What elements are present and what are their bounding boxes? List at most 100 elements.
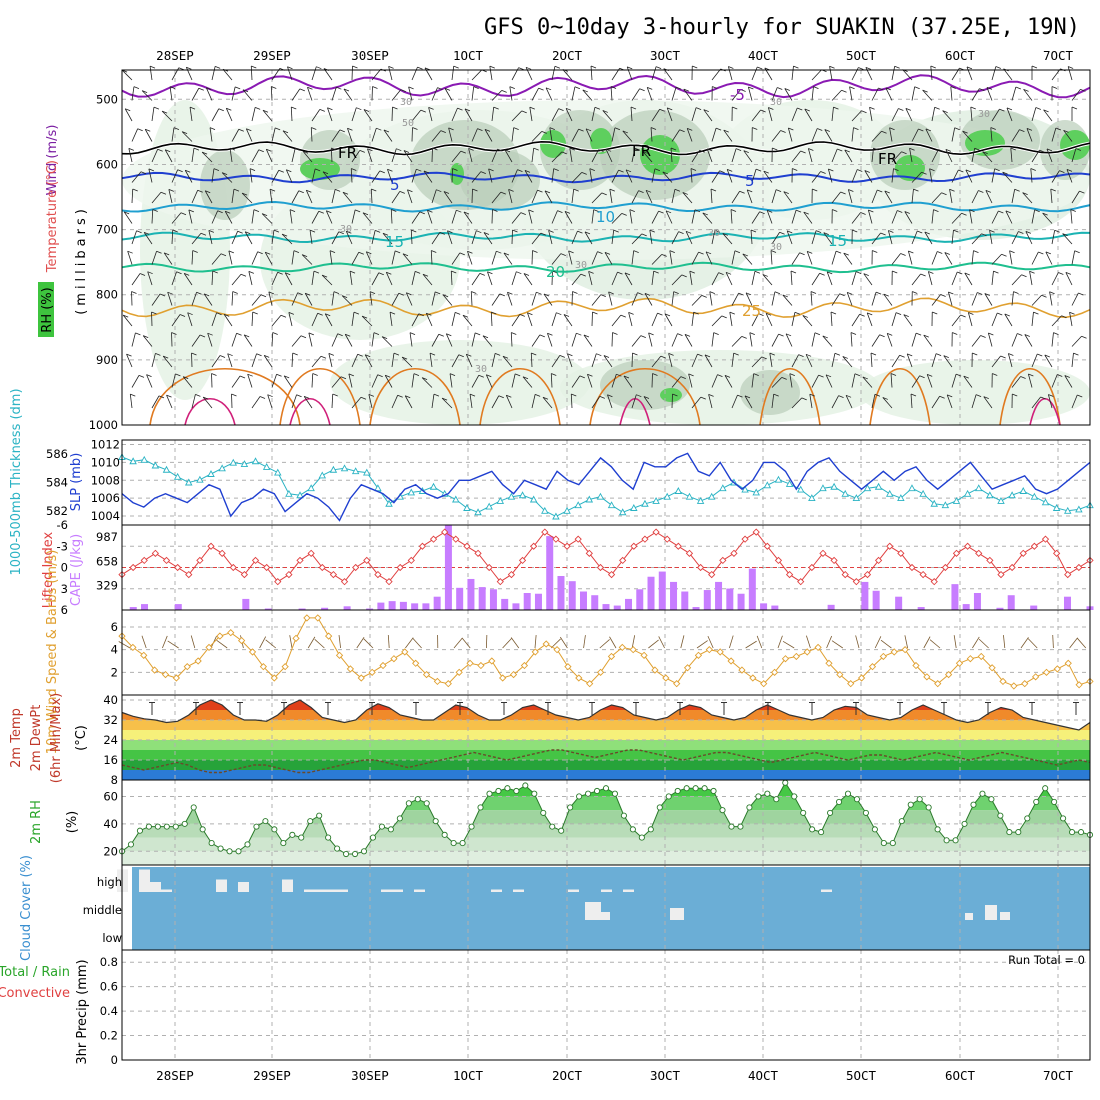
wind-barb <box>711 332 715 347</box>
thickness-line-point <box>329 465 338 473</box>
wind-barb-flag <box>740 89 746 92</box>
wind-barb-flag <box>247 373 253 377</box>
wind-barb-flag <box>634 147 641 151</box>
lifted-index-line-point <box>1075 563 1083 572</box>
wind-barb <box>551 66 556 81</box>
pressure-ylabel: (millibars) <box>74 205 89 315</box>
wind10m-barb <box>356 636 365 649</box>
rh2m-line-point <box>943 837 950 844</box>
wind-barb-flag <box>168 188 174 192</box>
wind-barb-flag <box>157 148 163 152</box>
wind-barb-flag <box>203 396 209 400</box>
wind-barb-flag <box>564 211 571 214</box>
rh2m-line-point <box>1042 785 1049 792</box>
wind-barb <box>1004 313 1013 327</box>
wind-barb <box>387 169 393 183</box>
wind-barb <box>131 332 136 347</box>
rh2m-line-point <box>656 804 663 811</box>
wind-barb-flag <box>825 374 832 378</box>
wind-barb <box>288 312 293 327</box>
wind-barb-flag <box>848 189 854 192</box>
wind-barb <box>931 192 942 204</box>
wind-barb <box>531 292 537 306</box>
rh2m-line-point <box>432 818 439 825</box>
wind-barb-flag <box>288 311 294 315</box>
contour-minus5 <box>121 74 1091 99</box>
pressure-tick-label: 800 <box>96 288 118 302</box>
wind10m-barb <box>289 635 293 649</box>
wind-barb-flag <box>464 108 471 112</box>
wind-barb <box>611 314 622 327</box>
wind-barb <box>902 69 913 81</box>
date-label-top: 3OCT <box>650 48 681 63</box>
lifted-index-line-point <box>318 563 326 572</box>
rh2m-line-point <box>459 840 466 847</box>
wind-barb-flag <box>257 251 263 255</box>
wind-barb-flag <box>909 147 915 151</box>
wind-barb-flag <box>346 230 352 234</box>
wind-barb <box>1005 210 1013 224</box>
wind-barb-flag <box>648 332 654 336</box>
wind-barb-flag <box>149 65 156 69</box>
wind-barb <box>531 148 535 163</box>
wind-barb-flag <box>620 314 626 318</box>
wind-barb <box>706 148 713 163</box>
wind-barb <box>751 271 756 286</box>
cloud-high-bar <box>150 882 161 892</box>
cape-bar <box>1063 596 1071 610</box>
wind-barb <box>611 127 616 142</box>
wind-barb <box>201 151 213 163</box>
wind-barb-flag <box>865 67 872 70</box>
date-axis-bottom: 28SEP 29SEP 30SEP 1OCT 2OCT 3OCT 4OCT 5OCT 6OCT 7… <box>156 1068 1073 1083</box>
wind-barb <box>551 151 563 163</box>
date-label-top: 28SEP <box>156 48 194 63</box>
wind-barb <box>251 294 262 306</box>
wind-barb <box>1051 374 1058 388</box>
cloud-high-bar <box>821 889 832 892</box>
lifted-index-line-point <box>162 556 171 565</box>
wind-barb <box>731 394 738 409</box>
wind-barb <box>622 130 633 142</box>
wind-barb <box>1051 332 1054 347</box>
wind-barb <box>471 171 482 183</box>
wind-barb <box>251 251 259 265</box>
wind10m-barb <box>141 635 147 649</box>
wind-barb-flag <box>788 127 794 131</box>
wind-barb <box>691 312 695 327</box>
wind-barb-flag <box>628 312 634 315</box>
wind-barb-flag <box>511 332 517 335</box>
wind-barb-flag <box>837 148 843 152</box>
wind-barb-flag <box>840 191 846 195</box>
wind-barb-flag <box>427 209 433 213</box>
wind-barb-flag <box>478 374 484 378</box>
wind-barb-flag <box>910 393 917 397</box>
wind-barb-flag <box>870 352 877 356</box>
thickness-line-point <box>618 508 627 516</box>
wind-barb-flag <box>729 311 735 315</box>
wind-barb-flag <box>363 109 370 112</box>
wind-barb-flag <box>1010 147 1016 151</box>
wind-barb <box>151 107 155 122</box>
rh-band <box>122 823 1090 838</box>
contour-35c <box>289 397 331 426</box>
thickness-line-point <box>563 506 571 514</box>
wind-barb-flag <box>950 86 956 89</box>
wind-barb <box>442 294 453 306</box>
wind-barb-flag <box>1045 251 1052 255</box>
wind-barb-flag <box>655 66 662 69</box>
wind10m-barb <box>363 638 374 649</box>
cloud-ylabel: Cloud Cover (%) <box>19 855 34 961</box>
wind-barb <box>487 271 493 286</box>
wind-barb <box>710 189 713 204</box>
wind-barb <box>271 170 280 183</box>
wind-barb <box>625 169 633 183</box>
wind10m-speed-point <box>422 670 431 679</box>
rh2m-tick-label: 20 <box>103 844 118 858</box>
rh2m-line-point <box>441 831 448 838</box>
wind-barb <box>231 129 240 142</box>
thickness-line-point <box>908 484 916 492</box>
wind-barb-flag <box>873 147 879 151</box>
wind-barb <box>1049 291 1053 306</box>
wind-barb <box>128 148 133 163</box>
